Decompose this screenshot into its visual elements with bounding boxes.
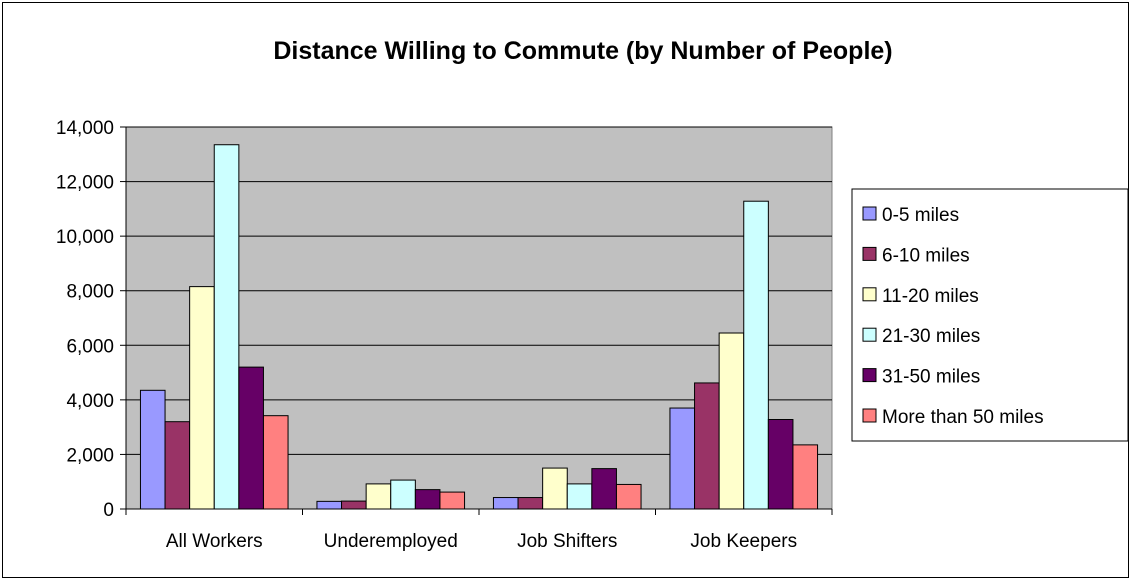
y-axis: 0 2,000 4,000 6,000 8,000 10,000 12,000 14,000 [56,118,127,521]
bar [238,366,264,510]
bar [517,497,544,510]
legend-swatch [862,368,877,383]
bars [139,144,819,510]
bar [316,500,343,510]
legend-swatch [862,246,877,261]
legend-swatch [862,206,877,221]
x-tick-label: Job Shifters [517,531,617,552]
bar [262,415,289,510]
legend: 0-5 miles 6-10 miles 11-20 miles 21-30 mile… [851,188,1129,442]
legend-label: 21-30 miles [882,326,980,347]
chart-title: Distance Willing to Commute (by Number o… [273,37,892,65]
bar [591,468,617,510]
legend-swatch [862,327,877,342]
bar [492,497,519,510]
bar [365,483,392,510]
bar [164,421,191,510]
bar [566,483,593,510]
y-tick-label: 12,000 [56,173,114,194]
bar [542,467,568,510]
y-tick-label: 14,000 [56,118,114,139]
x-tick-label: All Workers [166,531,263,552]
y-tick-label: 10,000 [56,227,114,248]
bar [189,286,215,510]
legend-label: 11-20 miles [882,286,979,307]
y-tick-label: 8,000 [66,282,114,303]
x-tick-label: Job Keepers [690,531,797,552]
legend-label: 31-50 miles [882,367,980,388]
y-tick-label: 0 [103,500,114,521]
bar [414,489,441,510]
legend-swatch [862,287,877,302]
legend-label: 6-10 miles [882,245,970,266]
bar [669,407,696,510]
y-tick-label: 2,000 [66,445,114,466]
y-tick-label: 6,000 [66,336,114,357]
bar [341,500,367,510]
bar [439,491,466,510]
x-axis: All Workers Underemployed Job Shifters Job … [125,508,833,552]
bar [694,382,720,510]
bar [213,144,240,510]
bar [767,419,794,510]
bar [615,483,642,510]
legend-swatch [862,408,877,423]
bar [139,389,166,510]
y-tick-label: 4,000 [66,391,114,412]
bar [390,479,416,510]
legend-label: 0-5 miles [882,205,959,226]
bar [743,200,769,510]
bar [718,332,745,510]
bar [792,444,819,510]
legend-label: More than 50 miles [882,407,1044,428]
legend-box [851,188,1129,442]
x-tick-label: Underemployed [324,531,458,552]
